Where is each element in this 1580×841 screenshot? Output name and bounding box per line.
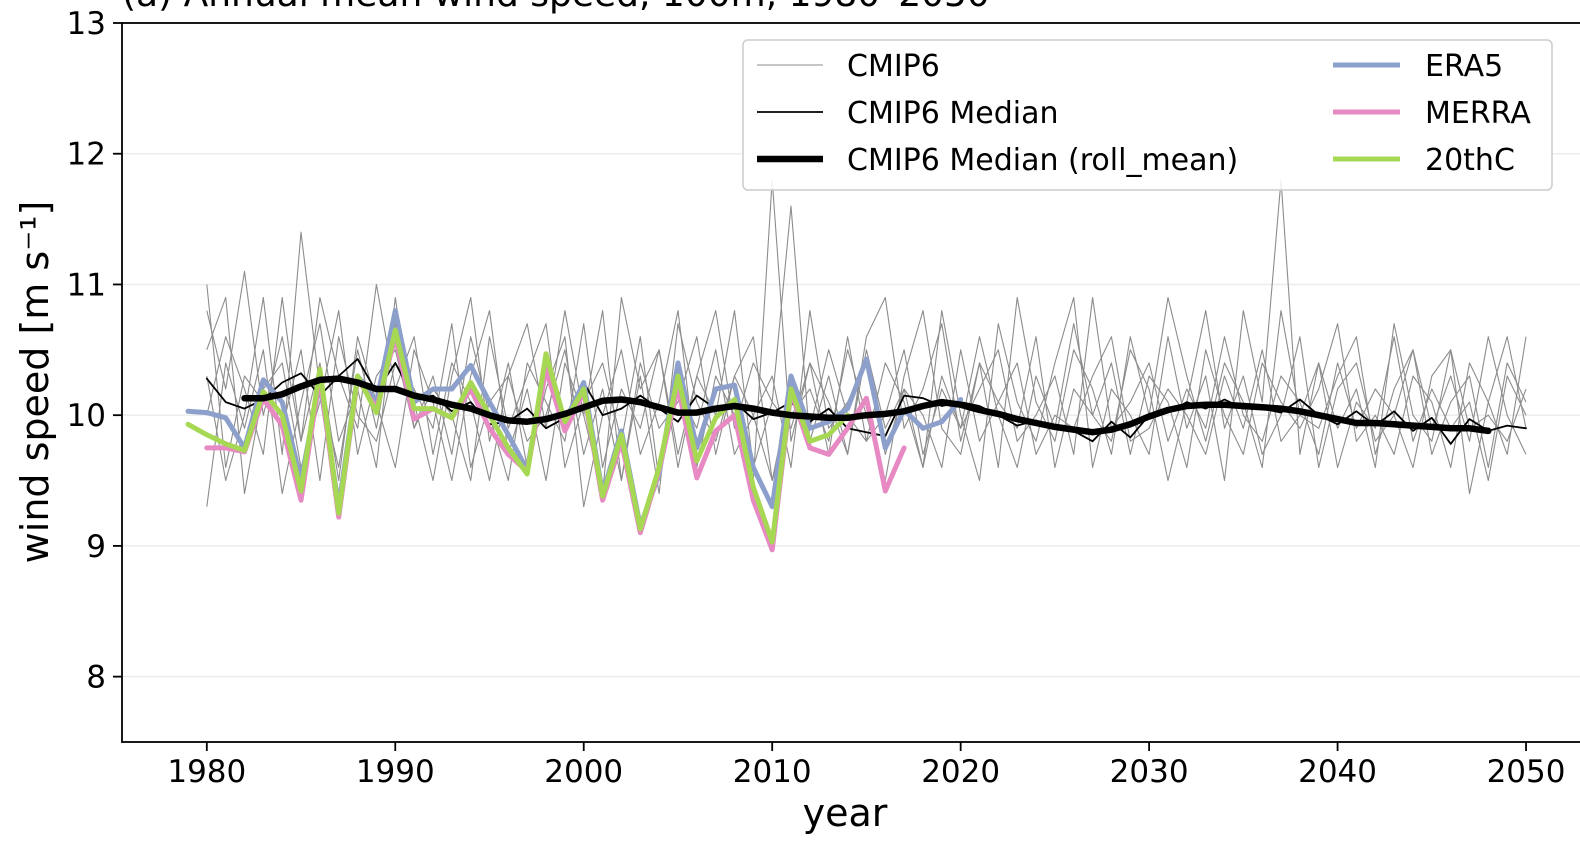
x-axis-title: year <box>803 791 888 835</box>
y-tick-label: 13 <box>67 6 106 42</box>
plot-frame <box>121 22 1580 743</box>
legend-label: 20thC <box>1425 143 1515 178</box>
legend-label: CMIP6 Median (roll_mean) <box>847 143 1238 178</box>
legend: CMIP6 CMIP6 Median CMIP6 Median (roll_mean… <box>742 39 1553 191</box>
x-tick-label: 1990 <box>356 754 435 790</box>
legend-label: CMIP6 Median <box>847 96 1059 131</box>
y-tick-label: 8 <box>86 660 106 696</box>
cmip6-median-rollmean-line <box>241 375 1492 436</box>
x-tick-label: 2010 <box>733 754 812 790</box>
cmip6-member-line <box>206 179 1527 508</box>
x-axis-ticks: 1980 1990 2000 2010 2020 2030 2040 2050 <box>167 742 1565 790</box>
series-lines <box>185 308 1527 553</box>
y-tick-label: 10 <box>67 398 106 434</box>
x-tick-label: 2030 <box>1110 754 1189 790</box>
legend-label: CMIP6 <box>847 49 940 84</box>
y-tick-label: 12 <box>67 137 106 173</box>
cmip6-member-line <box>206 284 1527 482</box>
legend-label: ERA5 <box>1425 49 1503 84</box>
y-tick-label: 11 <box>67 267 106 303</box>
cmip6-ensemble-lines <box>206 179 1527 508</box>
x-tick-label: 2050 <box>1487 754 1566 790</box>
x-tick-label: 1980 <box>167 754 246 790</box>
x-tick-label: 2020 <box>921 754 1000 790</box>
x-tick-label: 2040 <box>1298 754 1377 790</box>
y-tick-label: 9 <box>86 529 106 565</box>
chart-title: (a) Annual mean wind speed, 100m, 1980–2… <box>122 0 990 15</box>
y-axis-title: wind speed [m s⁻¹] <box>13 201 57 564</box>
legend-box <box>742 39 1553 191</box>
y-axis-ticks: 8 9 10 11 12 13 <box>67 6 122 696</box>
x-tick-label: 2000 <box>544 754 623 790</box>
legend-label: MERRA <box>1425 96 1531 131</box>
20thc-line <box>185 327 851 545</box>
